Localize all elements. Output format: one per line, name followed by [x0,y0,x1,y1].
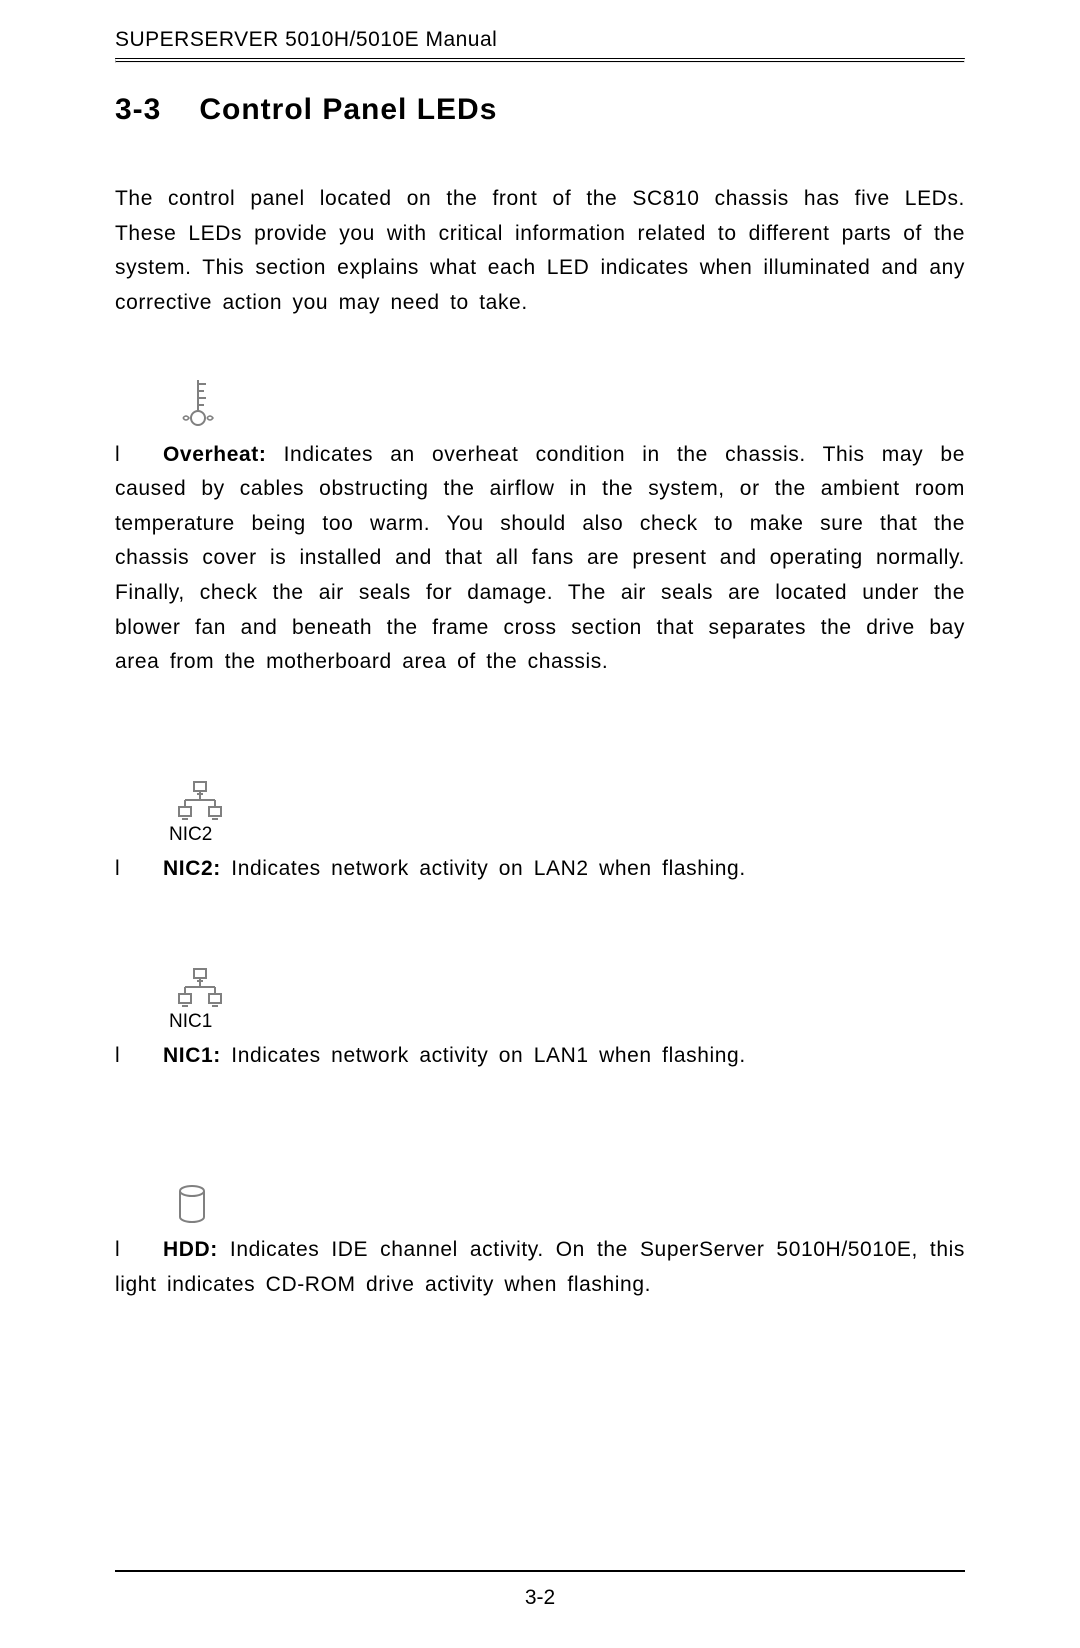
item-description: Indicates IDE channel activity. On the S… [115,1238,965,1296]
header-brand: SUPERSERVER [115,28,279,51]
section-title-text: Control Panel LEDs [199,93,497,126]
item-term: Overheat: [163,443,266,466]
item-paragraph: lHDD: Indicates IDE channel activity. On… [115,1233,965,1302]
section-number: 3-3 [115,93,161,126]
header-rule [115,58,965,63]
bullet-glyph: l [115,1039,163,1074]
network-icon [175,967,225,1009]
running-header: SUPERSERVER 5010H/5010E Manual [115,28,965,52]
item-paragraph: lNIC2: Indicates network activity on LAN… [115,852,965,887]
page: SUPERSERVER 5010H/5010E Manual 3-3 Contro… [0,0,1080,1648]
item-paragraph: lOverheat: Indicates an overheat conditi… [115,438,965,680]
item-description: Indicates an overheat condition in the c… [115,443,965,674]
led-item: lOverheat: Indicates an overheat conditi… [115,376,965,680]
intro-paragraph: The control panel located on the front o… [115,182,965,321]
overheat-icon [175,376,221,432]
header-model: 5010H/5010E Manual [279,28,498,51]
bullet-glyph: l [115,852,163,887]
led-item: NIC1 lNIC1: Indicates network activity on… [115,967,965,1074]
item-term: NIC2: [163,857,221,880]
icon-holder [175,1183,965,1227]
bullet-glyph: l [115,438,163,473]
network-icon [175,780,225,822]
items-container: lOverheat: Indicates an overheat conditi… [115,376,965,1303]
bullet-glyph: l [115,1233,163,1268]
hdd-icon [175,1183,209,1227]
item-term: HDD: [163,1238,218,1261]
item-description: Indicates network activity on LAN2 when … [221,857,746,880]
footer-rule [115,1570,965,1572]
icon-label: NIC2 [169,824,965,846]
item-description: Indicates network activity on LAN1 when … [221,1044,746,1067]
led-item: lHDD: Indicates IDE channel activity. On… [115,1183,965,1302]
icon-holder [175,376,965,432]
icon-label: NIC1 [169,1011,965,1033]
page-number: 3-2 [0,1586,1080,1610]
led-item: NIC2 lNIC2: Indicates network activity on… [115,780,965,887]
icon-holder [175,967,965,1009]
item-paragraph: lNIC1: Indicates network activity on LAN… [115,1039,965,1074]
item-term: NIC1: [163,1044,221,1067]
icon-holder [175,780,965,822]
section-heading: 3-3 Control Panel LEDs [115,93,965,127]
